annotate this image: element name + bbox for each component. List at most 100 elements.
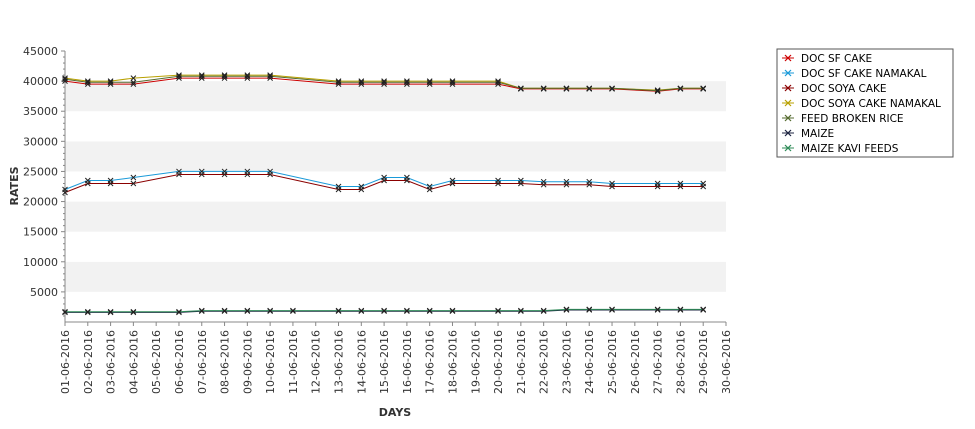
data-point (198, 72, 205, 78)
y-axis-ticks: 5000 10000 15000 20000 25000 30000 35000 40000 4… (23, 45, 65, 317)
x-tick-label: 05-06-2016 (150, 330, 163, 394)
data-point (426, 78, 433, 84)
y-tick-label: 40000 (23, 75, 58, 88)
x-tick-label: 12-06-2016 (310, 330, 323, 394)
data-point (130, 79, 137, 86)
data-point (84, 79, 91, 86)
legend-marker (782, 99, 794, 107)
legend-label: DOC SF CAKE (801, 53, 872, 65)
legend: DOC SF CAKE DOC SF CAKE NAMAKAL DOC SOYA C… (776, 48, 954, 158)
x-tick-label: 29-06-2016 (697, 330, 710, 394)
x-tick-label: 08-06-2016 (219, 330, 232, 394)
data-point (563, 85, 570, 92)
x-tick-label: 06-06-2016 (173, 330, 186, 394)
x-tick-label: 22-06-2016 (538, 330, 551, 394)
data-point (654, 183, 661, 190)
data-point (358, 78, 365, 84)
data-point (84, 78, 91, 84)
legend-label: DOC SOYA CAKE NAMAKAL (801, 98, 941, 110)
data-point (495, 78, 501, 84)
series-line-4 (64, 75, 704, 92)
data-point (426, 307, 433, 314)
data-point (677, 306, 684, 313)
legend-marker (782, 129, 794, 137)
data-point (221, 72, 228, 78)
legend-marker (782, 84, 794, 92)
grid-band (65, 51, 726, 82)
x-tick-label: 27-06-2016 (652, 330, 665, 394)
data-point (495, 79, 501, 86)
data-point (358, 307, 365, 314)
x-tick-label: 02-06-2016 (82, 330, 95, 394)
series-line-2 (64, 174, 704, 193)
legend-item: MAIZE KAVI FEEDS (782, 143, 899, 155)
data-point (176, 72, 182, 78)
x-tick-label: 03-06-2016 (105, 330, 118, 394)
data-point (449, 180, 456, 187)
x-tick-label: 09-06-2016 (241, 330, 254, 394)
data-point (518, 307, 524, 314)
y-axis-title: RATES (8, 166, 21, 205)
data-point (335, 78, 342, 84)
data-point (244, 307, 251, 314)
data-point (586, 181, 593, 188)
x-tick-label: 11-06-2016 (287, 330, 300, 394)
x-tick-label: 10-06-2016 (264, 330, 277, 394)
x-tick-label: 16-06-2016 (401, 330, 414, 394)
data-point (107, 308, 114, 315)
x-tick-label: 04-06-2016 (127, 330, 140, 394)
data-point (244, 73, 251, 80)
legend-label: DOC SOYA CAKE (801, 83, 887, 95)
data-point (381, 78, 387, 84)
grid-bands (65, 51, 726, 322)
data-point (244, 171, 251, 178)
data-point (130, 75, 137, 81)
legend-marker (782, 69, 794, 77)
data-point (654, 87, 661, 94)
data-point (609, 85, 615, 92)
data-point (62, 308, 68, 315)
data-point (176, 308, 182, 315)
data-point (495, 180, 501, 187)
data-point (130, 308, 137, 315)
data-point (700, 306, 707, 313)
data-point (404, 78, 410, 84)
data-point (267, 72, 273, 78)
data-point (335, 186, 342, 193)
x-tick-label: 17-06-2016 (424, 330, 437, 394)
grid-band (65, 291, 726, 322)
x-tick-label: 07-06-2016 (196, 330, 209, 394)
data-point (654, 306, 661, 313)
data-point (677, 183, 684, 190)
x-tick-label: 13-06-2016 (333, 330, 346, 394)
x-tick-label: 30-06-2016 (720, 330, 733, 394)
grid-band (65, 111, 726, 142)
data-point (358, 186, 365, 193)
data-point (426, 79, 433, 86)
y-tick-label: 5000 (30, 286, 58, 299)
data-point (107, 78, 114, 84)
y-tick-label: 20000 (23, 196, 58, 209)
data-point (130, 180, 137, 187)
x-tick-label: 14-06-2016 (355, 330, 368, 394)
data-point (563, 181, 570, 188)
data-point (221, 73, 228, 80)
x-tick-label: 28-06-2016 (674, 330, 687, 394)
y-tick-label: 35000 (23, 105, 58, 118)
data-point (62, 189, 68, 196)
grid-band (65, 231, 726, 262)
data-point (176, 73, 182, 80)
data-point (426, 186, 433, 193)
x-tick-label: 18-06-2016 (446, 330, 459, 394)
grid-band (65, 81, 726, 112)
data-point (495, 307, 501, 314)
data-point (130, 174, 137, 181)
data-point (677, 85, 684, 92)
data-point (335, 307, 342, 314)
y-tick-label: 10000 (23, 256, 58, 269)
data-point (198, 171, 205, 178)
legend-item: DOC SOYA CAKE NAMAKAL (782, 98, 941, 110)
data-point (358, 79, 365, 86)
x-axis-title: DAYS (379, 406, 412, 419)
